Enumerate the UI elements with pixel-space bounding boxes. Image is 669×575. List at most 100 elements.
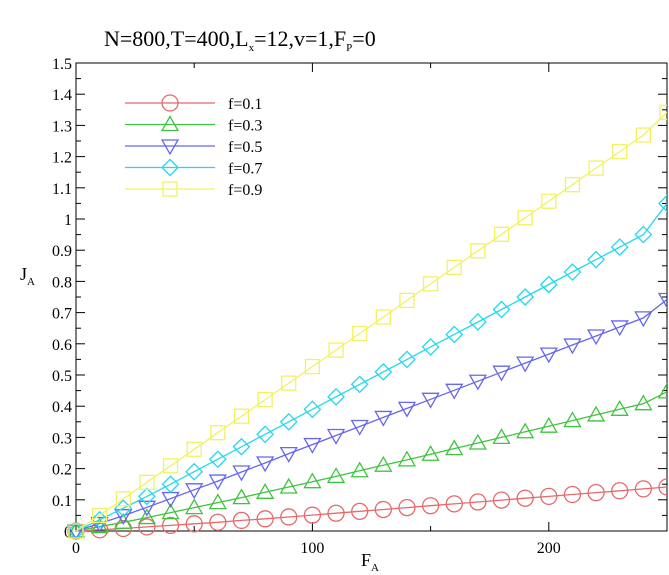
data-point [610, 400, 629, 416]
data-point [468, 313, 487, 331]
data-point [445, 439, 464, 456]
plot-frame [75, 62, 668, 532]
legend-item: f=0.1 [125, 94, 262, 113]
series-f=0.5 [66, 292, 667, 541]
data-point [232, 511, 251, 530]
data-point [468, 374, 488, 391]
data-point [516, 356, 535, 373]
data-point [256, 425, 275, 444]
data-point [564, 177, 581, 193]
y-tick-label: 0.6 [52, 337, 72, 354]
y-axis: 00.10.20.30.40.50.60.70.80.911.11.21.31.… [52, 56, 667, 541]
data-point [256, 510, 274, 528]
data-point [327, 387, 345, 406]
y-tick-label: 0.9 [52, 243, 72, 260]
y-tick-label: 1.2 [52, 150, 72, 167]
x-tick-label: 200 [537, 540, 561, 557]
y-tick-label: 0.5 [52, 368, 72, 385]
data-point [492, 365, 511, 382]
data-point [232, 465, 251, 482]
data-point [539, 347, 558, 364]
series-line [75, 111, 667, 532]
legend-label: f=0.5 [228, 139, 262, 156]
data-point [539, 275, 558, 294]
data-point [470, 243, 486, 259]
data-point [421, 338, 440, 356]
data-point [303, 400, 322, 419]
data-point [162, 458, 179, 474]
chart-title: N=800,T=400,Lx=12,v=1,FP=0 [104, 26, 376, 54]
data-point [279, 477, 298, 494]
x-axis-label-subscript: A [371, 562, 379, 574]
data-point [351, 502, 369, 520]
data-point [208, 450, 227, 469]
x-tick-label: 100 [300, 540, 324, 557]
data-point [539, 416, 558, 433]
data-point [397, 401, 417, 418]
data-point [587, 483, 605, 502]
y-tick-label: 0.4 [52, 399, 72, 416]
data-point [516, 288, 535, 306]
data-point [446, 259, 462, 276]
data-point [421, 444, 440, 461]
data-point [634, 225, 653, 244]
data-point [563, 485, 582, 504]
data-point [516, 422, 535, 439]
y-tick-label: 0.8 [52, 274, 72, 291]
series-line [75, 486, 667, 532]
chart-title-segment: =0 [352, 26, 375, 51]
legend: f=0.1 f=0.3 f=0.5 f=0.7 f=0.9 [125, 94, 262, 199]
data-point [210, 425, 226, 441]
data-point [517, 210, 533, 226]
data-point [422, 276, 439, 292]
data-point [493, 226, 510, 242]
data-point [90, 510, 109, 529]
data-point [540, 487, 558, 506]
data-point [397, 450, 417, 467]
series-f=0.9 [68, 104, 667, 539]
data-point [66, 524, 86, 541]
chart-title-segment: N=800,T=400,L [104, 26, 249, 51]
data-point [610, 238, 629, 256]
data-point [304, 358, 321, 375]
data-point [374, 362, 393, 381]
data-point [586, 329, 606, 346]
data-point [139, 474, 155, 490]
data-point [91, 507, 108, 524]
y-tick-label: 0.7 [52, 306, 72, 323]
data-point [161, 503, 180, 520]
data-point [185, 483, 204, 500]
y-tick-label: 1.3 [52, 118, 72, 135]
data-point [233, 408, 250, 424]
legend-item: f=0.7 [125, 158, 262, 178]
legend-marker [160, 115, 180, 132]
data-point [114, 512, 133, 529]
data-point [541, 193, 557, 209]
series-f=0.3 [66, 382, 667, 538]
data-point [612, 143, 628, 160]
data-point [659, 104, 667, 120]
data-point [138, 487, 156, 506]
x-axis-label: FA [361, 550, 379, 574]
data-point [68, 523, 84, 539]
x-axis-label-main: F [361, 550, 371, 570]
series-f=0.7 [67, 194, 667, 540]
data-point [328, 342, 344, 358]
chart-title-subscript: x [249, 42, 255, 54]
legend-label: f=0.1 [228, 96, 262, 113]
data-point [327, 504, 345, 522]
legend-label: f=0.3 [228, 118, 262, 135]
legend-item: f=0.3 [125, 115, 262, 135]
y-tick-label: 1.1 [52, 181, 72, 198]
data-point [445, 383, 464, 400]
data-point [374, 410, 393, 427]
x-axis: 0 100 200 [72, 63, 668, 557]
legend-item: f=0.9 [125, 181, 262, 199]
y-axis-label-subscript: A [27, 276, 35, 288]
data-point [634, 480, 653, 498]
data-point [185, 498, 204, 515]
data-point [161, 516, 180, 535]
data-point [657, 292, 667, 309]
data-point [185, 515, 203, 533]
data-point [137, 500, 157, 517]
